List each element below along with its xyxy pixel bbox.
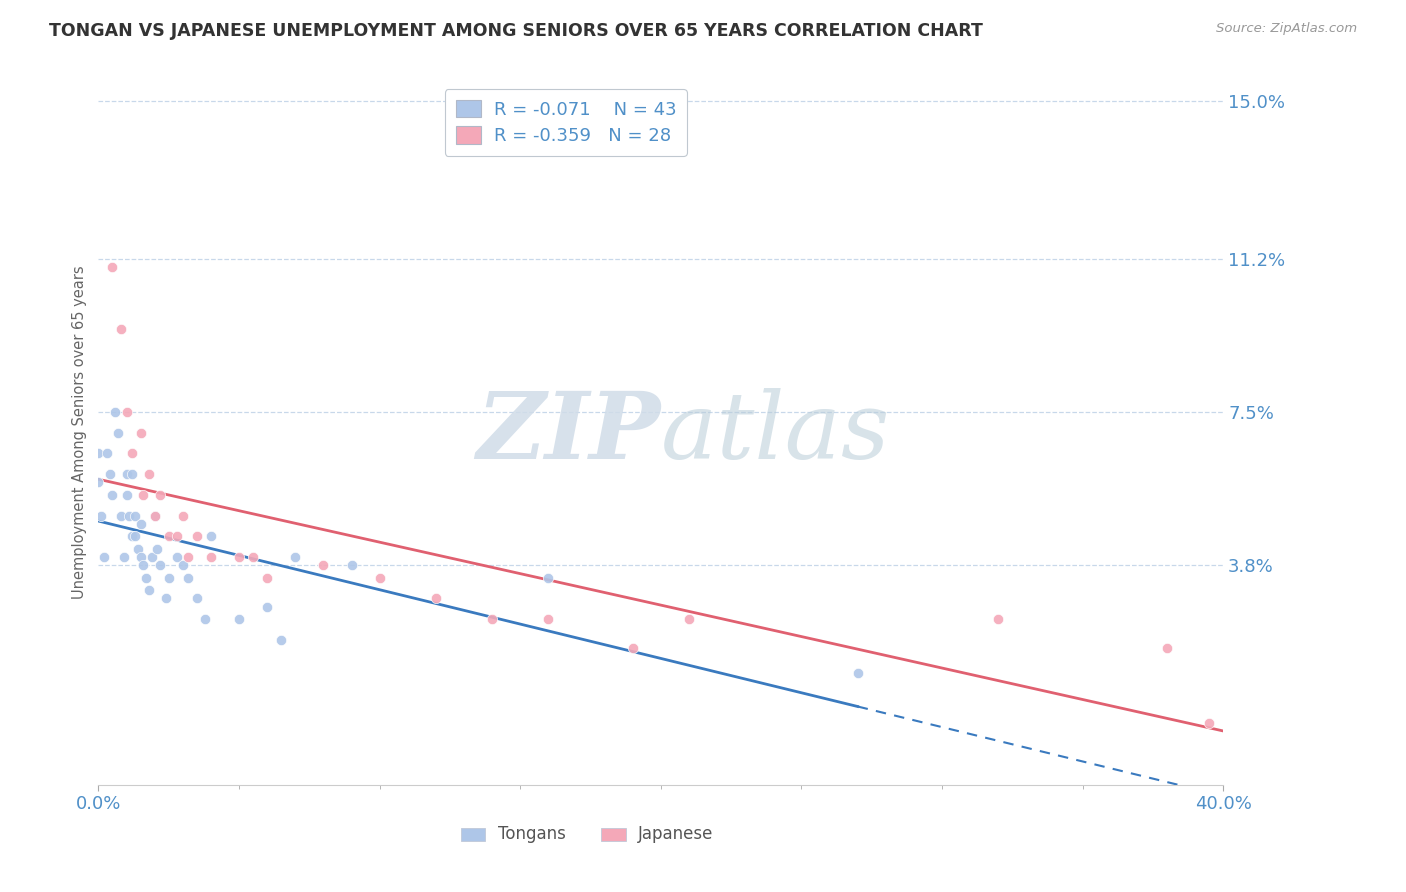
Point: [312, 558, 335, 573]
Point: [177, 549, 200, 564]
Legend: R = -0.071    N = 43, R = -0.359   N = 28: R = -0.071 N = 43, R = -0.359 N = 28: [444, 89, 688, 156]
Point: [96, 446, 118, 460]
Point: [90, 508, 112, 523]
Point: [110, 322, 132, 336]
Point: [340, 558, 363, 573]
Point: [110, 508, 132, 523]
Text: Tongans: Tongans: [498, 825, 565, 843]
Point: [284, 549, 307, 564]
Point: [987, 612, 1010, 626]
Point: [104, 405, 127, 419]
Point: [270, 632, 292, 647]
Point: [101, 260, 124, 274]
Point: [127, 541, 149, 556]
Point: [537, 571, 560, 585]
Point: [112, 549, 135, 564]
Point: [177, 571, 200, 585]
Point: [172, 558, 194, 573]
Point: [157, 529, 180, 543]
FancyBboxPatch shape: [461, 828, 485, 840]
Point: [143, 508, 166, 523]
Point: [143, 508, 166, 523]
Point: [166, 529, 188, 543]
Point: [200, 529, 222, 543]
Point: [93, 549, 115, 564]
Text: Japanese: Japanese: [638, 825, 714, 843]
Point: [537, 612, 560, 626]
Point: [138, 467, 160, 481]
Text: atlas: atlas: [661, 388, 890, 477]
Point: [157, 571, 180, 585]
Point: [107, 425, 129, 440]
Point: [132, 488, 155, 502]
Point: [200, 549, 222, 564]
Y-axis label: Unemployment Among Seniors over 65 years: Unemployment Among Seniors over 65 years: [72, 266, 87, 599]
Point: [186, 591, 208, 606]
Point: [621, 641, 644, 656]
Point: [194, 612, 217, 626]
FancyBboxPatch shape: [602, 828, 626, 840]
Point: [846, 666, 869, 681]
Point: [228, 612, 250, 626]
Text: ZIP: ZIP: [477, 388, 661, 477]
Point: [129, 425, 152, 440]
Point: [135, 571, 157, 585]
Point: [186, 529, 208, 543]
Point: [98, 467, 121, 481]
Point: [124, 508, 146, 523]
Point: [256, 571, 278, 585]
Point: [129, 516, 152, 531]
Point: [149, 558, 172, 573]
Point: [256, 599, 278, 614]
Point: [481, 612, 503, 626]
Point: [425, 591, 447, 606]
Point: [118, 508, 141, 523]
Point: [141, 549, 163, 564]
Point: [121, 467, 143, 481]
Point: [678, 612, 700, 626]
Point: [87, 446, 110, 460]
Point: [1156, 641, 1178, 656]
Point: [121, 446, 143, 460]
Point: [115, 467, 138, 481]
Point: [228, 549, 250, 564]
Point: [124, 529, 146, 543]
Point: [149, 488, 172, 502]
Point: [129, 549, 152, 564]
Point: [121, 529, 143, 543]
Point: [87, 475, 110, 490]
Point: [115, 488, 138, 502]
Text: TONGAN VS JAPANESE UNEMPLOYMENT AMONG SENIORS OVER 65 YEARS CORRELATION CHART: TONGAN VS JAPANESE UNEMPLOYMENT AMONG SE…: [49, 22, 983, 40]
Point: [166, 549, 188, 564]
Point: [146, 541, 169, 556]
Point: [368, 571, 391, 585]
Point: [1198, 715, 1220, 730]
Point: [155, 591, 177, 606]
Point: [138, 583, 160, 598]
Text: Source: ZipAtlas.com: Source: ZipAtlas.com: [1216, 22, 1357, 36]
Point: [172, 508, 194, 523]
Point: [242, 549, 264, 564]
Point: [115, 405, 138, 419]
Point: [101, 488, 124, 502]
Point: [132, 558, 155, 573]
